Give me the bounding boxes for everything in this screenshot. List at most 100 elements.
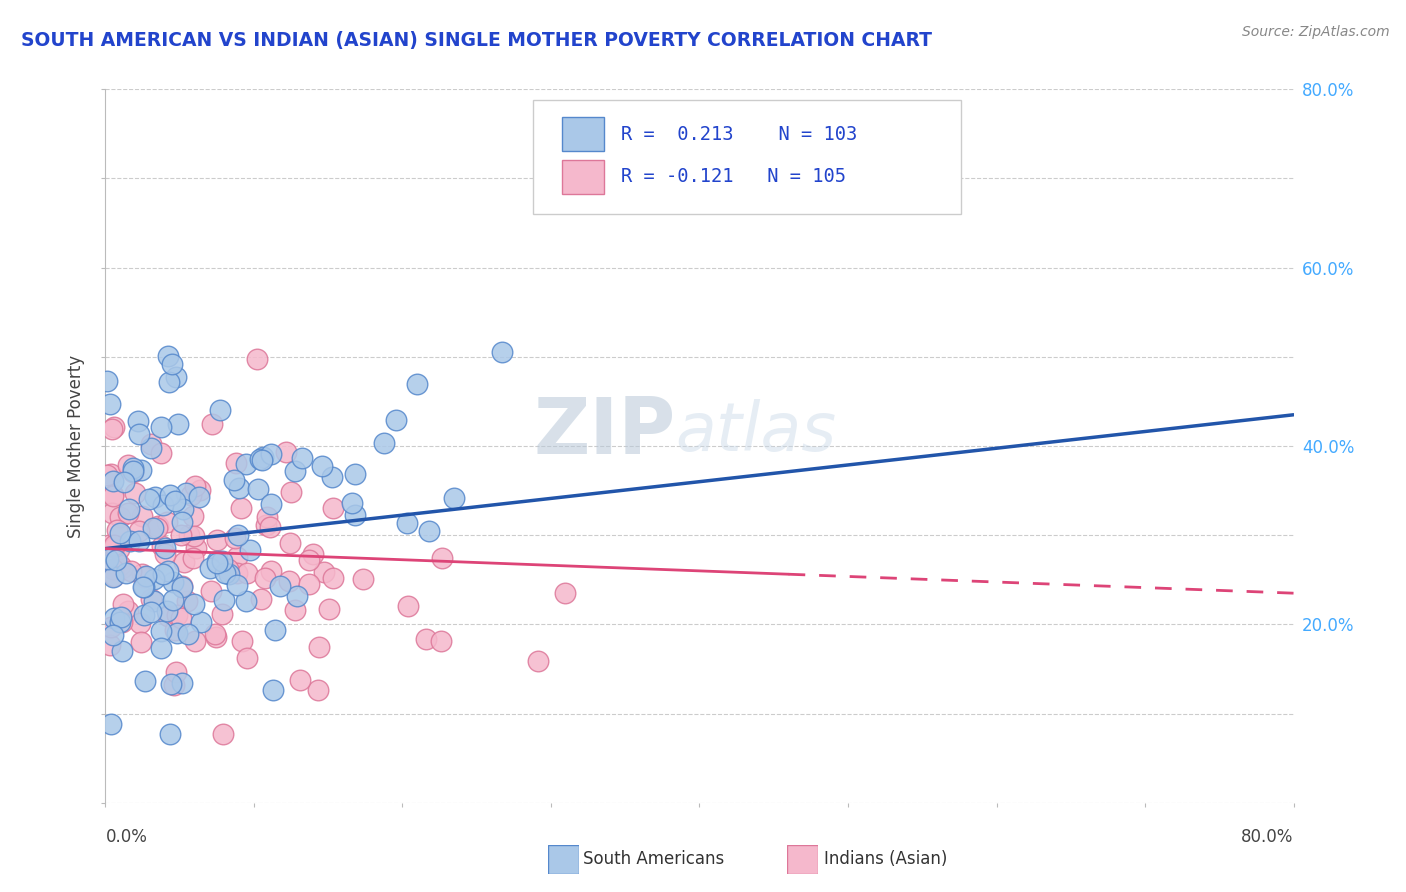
Point — [176, 593, 198, 607]
Point — [217, 562, 239, 576]
Point — [352, 572, 374, 586]
Point — [259, 519, 281, 533]
Point — [246, 482, 269, 496]
Point — [222, 473, 245, 487]
Point — [187, 490, 209, 504]
Point — [149, 446, 172, 460]
Point — [212, 727, 235, 741]
Point — [98, 639, 121, 653]
Point — [110, 526, 132, 541]
Point — [129, 615, 152, 630]
Point — [104, 553, 127, 567]
Point — [228, 481, 250, 495]
Point — [155, 547, 177, 561]
Point — [134, 673, 156, 688]
Point — [146, 519, 169, 533]
Point — [159, 488, 181, 502]
Point — [169, 611, 191, 625]
Point — [430, 551, 453, 566]
Point — [97, 552, 120, 566]
Point — [172, 502, 194, 516]
Point — [260, 447, 283, 461]
Point — [131, 580, 153, 594]
Point — [173, 555, 195, 569]
Point — [298, 553, 321, 567]
Point — [129, 463, 152, 477]
Point — [249, 452, 271, 467]
Point — [120, 533, 142, 548]
Point — [150, 539, 173, 553]
Point — [103, 610, 125, 624]
Point — [139, 591, 162, 606]
Point — [132, 607, 155, 622]
Point — [246, 351, 269, 366]
Point — [108, 510, 131, 524]
Point — [214, 566, 236, 580]
Point — [127, 414, 149, 428]
Point — [254, 571, 277, 585]
Point — [132, 570, 155, 584]
Point — [226, 550, 249, 565]
Point — [162, 592, 184, 607]
Point — [165, 665, 187, 679]
Point — [101, 570, 124, 584]
Point — [226, 528, 249, 542]
Point — [131, 634, 153, 648]
Point — [205, 556, 228, 570]
FancyBboxPatch shape — [561, 160, 605, 194]
Point — [156, 604, 179, 618]
Point — [554, 585, 576, 599]
Point — [198, 560, 221, 574]
Point — [166, 607, 188, 622]
Point — [117, 458, 139, 473]
Point — [340, 496, 363, 510]
Point — [302, 547, 325, 561]
Point — [430, 633, 453, 648]
Point — [101, 489, 124, 503]
Point — [111, 644, 134, 658]
Text: Source: ZipAtlas.com: Source: ZipAtlas.com — [1241, 25, 1389, 39]
Text: Indians (Asian): Indians (Asian) — [824, 850, 948, 868]
Point — [290, 673, 312, 688]
Point — [322, 500, 344, 515]
Point — [280, 536, 302, 550]
Point — [160, 357, 183, 371]
Text: 80.0%: 80.0% — [1241, 828, 1294, 846]
Point — [284, 463, 307, 477]
Point — [100, 717, 122, 731]
Point — [307, 683, 329, 698]
Point — [256, 510, 278, 524]
Point — [152, 566, 174, 581]
Point — [183, 633, 205, 648]
Point — [235, 593, 257, 607]
Point — [211, 607, 233, 622]
Point — [157, 375, 180, 389]
Point — [318, 601, 340, 615]
Point — [103, 538, 125, 552]
Point — [157, 564, 180, 578]
Point — [165, 369, 187, 384]
Point — [235, 457, 257, 471]
Point — [225, 578, 247, 592]
Point — [260, 498, 283, 512]
Point — [107, 541, 129, 556]
Point — [111, 561, 134, 575]
Y-axis label: Single Mother Poverty: Single Mother Poverty — [67, 354, 86, 538]
Point — [209, 403, 232, 417]
Point — [190, 615, 212, 629]
Point — [269, 579, 291, 593]
Point — [132, 580, 155, 594]
Point — [177, 528, 200, 542]
Point — [110, 615, 132, 629]
Point — [181, 551, 204, 566]
Point — [239, 542, 262, 557]
Point — [224, 531, 246, 545]
Point — [103, 420, 125, 434]
Point — [311, 458, 333, 473]
Point — [406, 377, 429, 392]
Point — [170, 527, 193, 541]
Point — [180, 488, 202, 502]
Point — [98, 397, 121, 411]
Point — [184, 541, 207, 556]
Point — [201, 417, 224, 431]
